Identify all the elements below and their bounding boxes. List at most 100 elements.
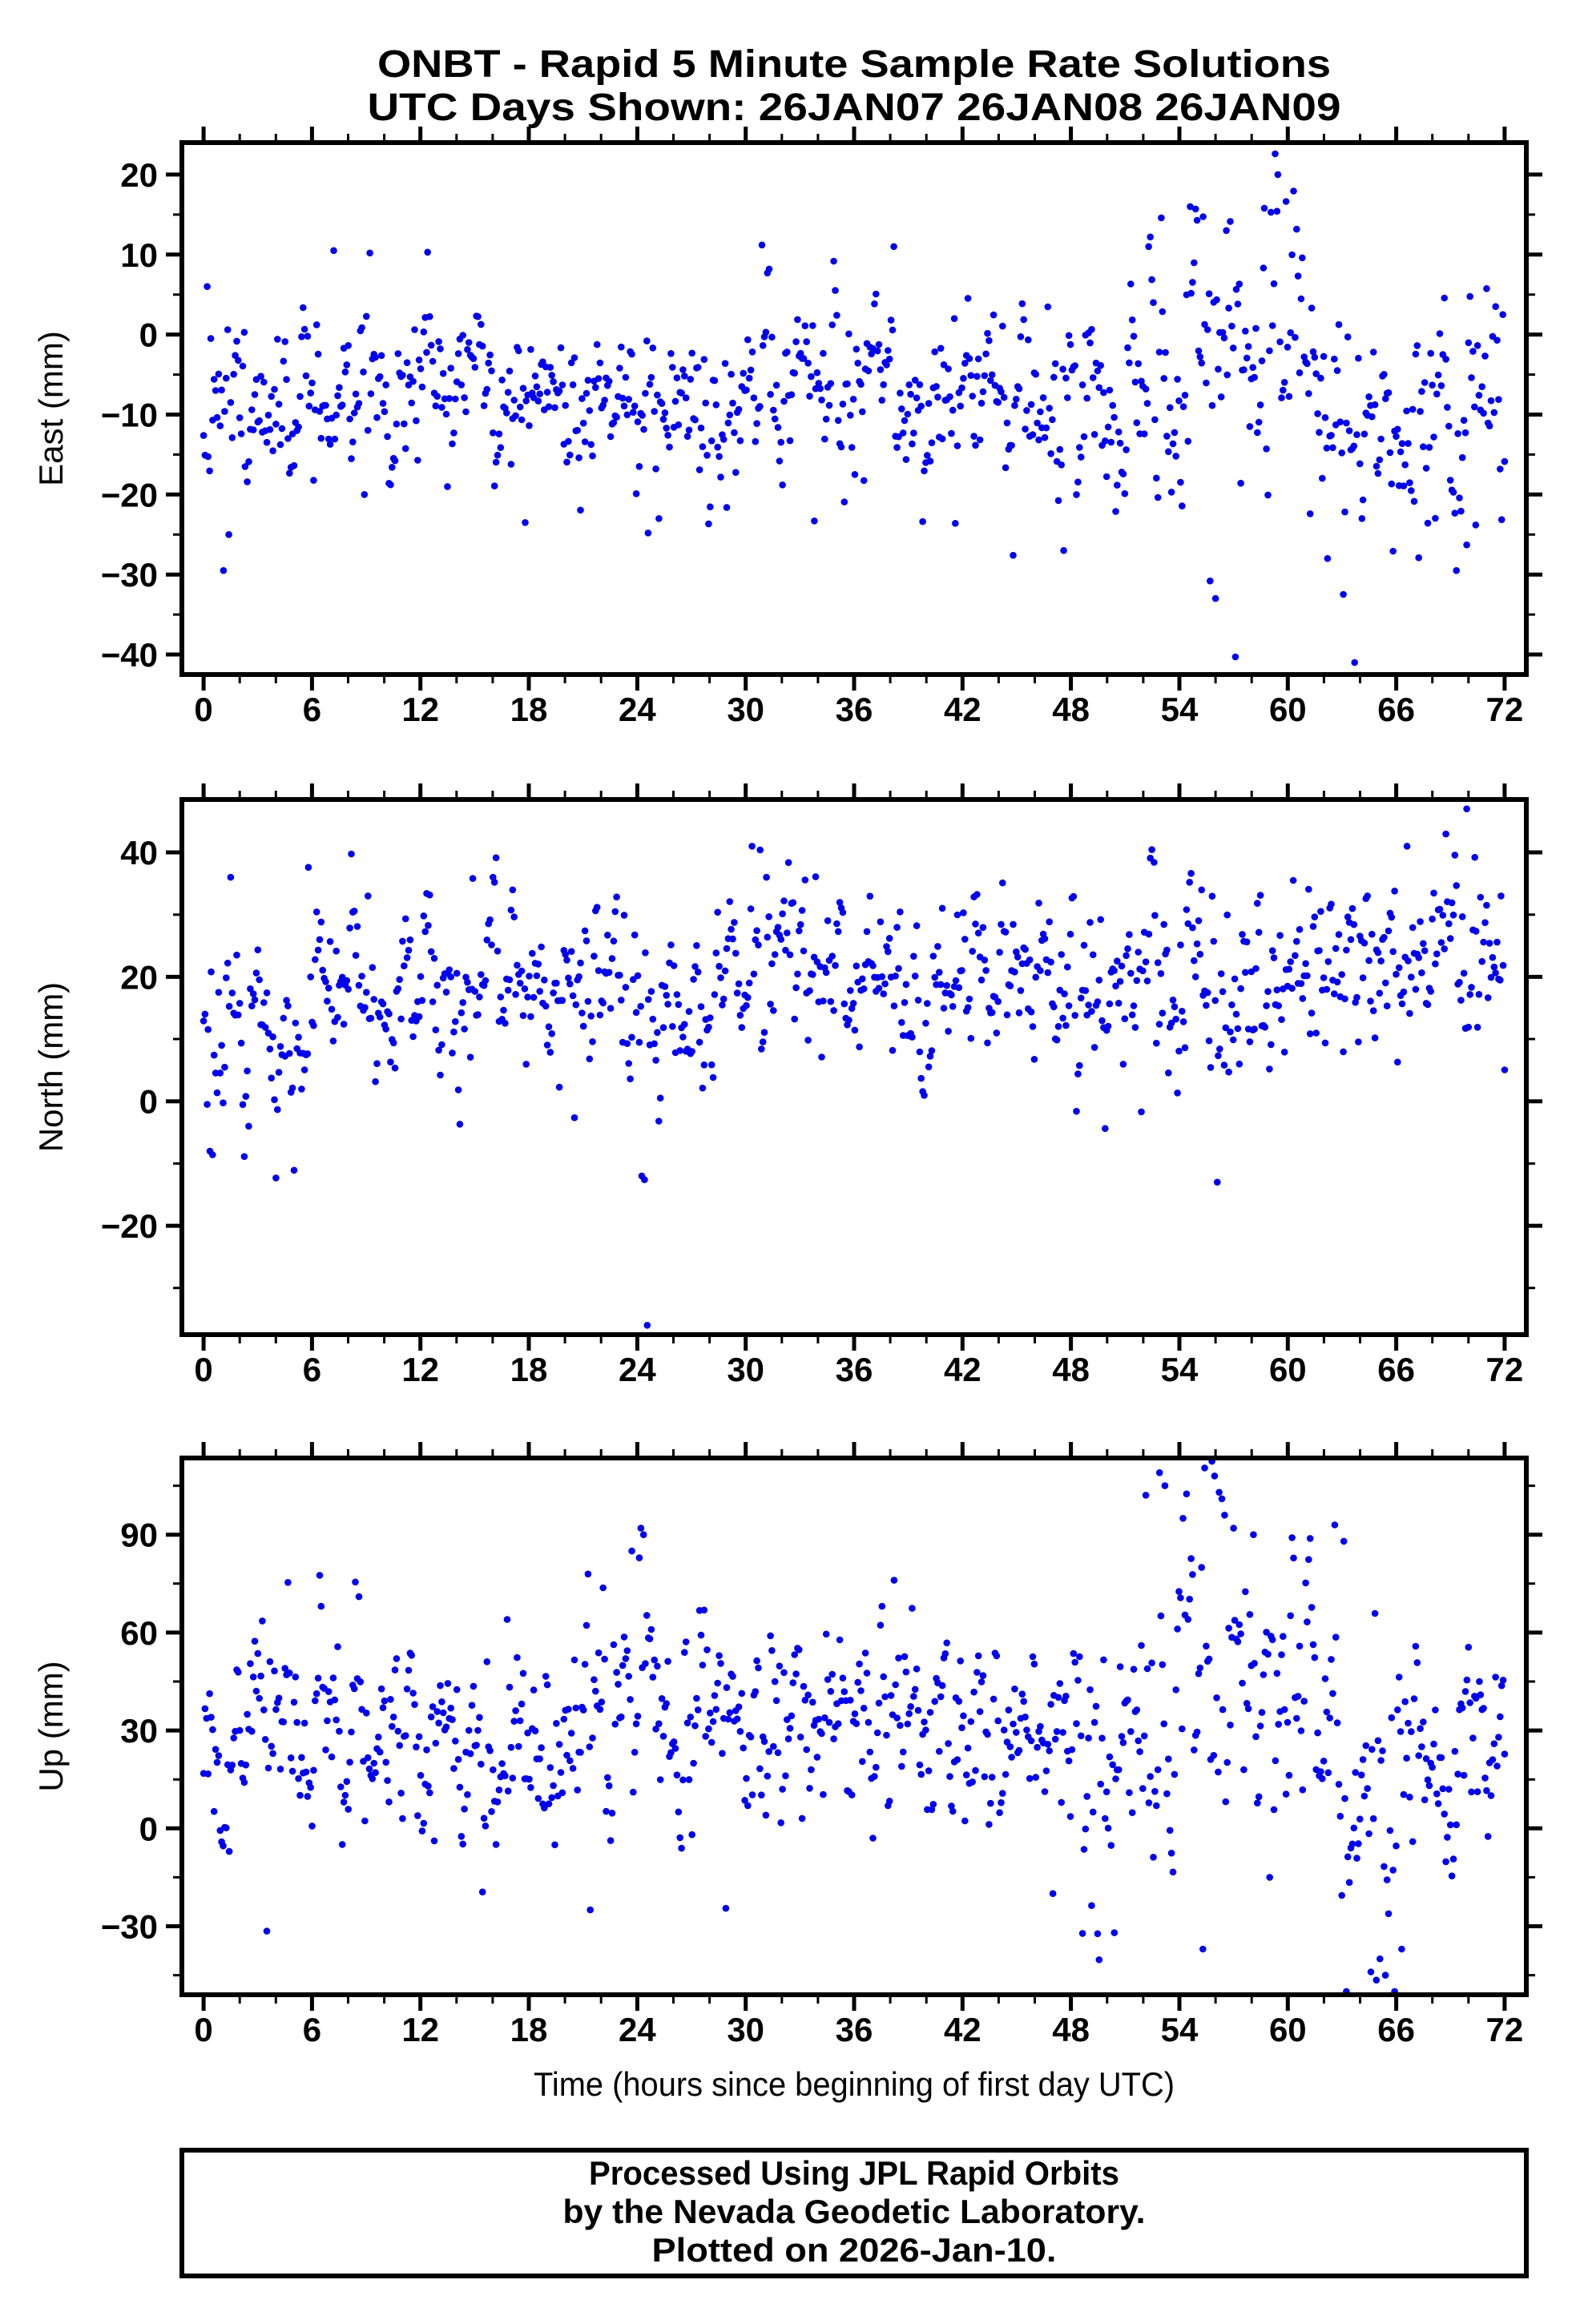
scatter-point [853, 1720, 861, 1727]
scatter-point [654, 1662, 661, 1670]
scatter-point [1077, 994, 1085, 1002]
scatter-point [1432, 960, 1439, 968]
scatter-point [235, 356, 242, 365]
scatter-point [248, 406, 256, 413]
scatter-point [459, 332, 466, 339]
scatter-point [685, 426, 693, 434]
scatter-point [577, 506, 584, 514]
scatter-point [1418, 969, 1425, 977]
scatter-point [271, 1667, 278, 1675]
scatter-point [453, 969, 461, 977]
scatter-point [904, 410, 912, 418]
scatter-point [316, 408, 324, 415]
scatter-point [235, 1011, 242, 1019]
scatter-point [355, 400, 363, 407]
scatter-point [676, 1834, 683, 1842]
scatter-point [1264, 491, 1272, 499]
scatter-point [771, 1678, 779, 1686]
scatter-point [1453, 882, 1460, 889]
scatter-point [1321, 414, 1329, 421]
scatter-point [1080, 941, 1088, 949]
scatter-point [611, 908, 619, 916]
scatter-point [767, 1632, 774, 1640]
scatter-point [1463, 1676, 1471, 1684]
scatter-point [372, 353, 379, 361]
scatter-point [1090, 1044, 1098, 1051]
scatter-point [1466, 991, 1473, 998]
x-tick-label: 18 [510, 2011, 548, 2048]
scatter-point [1312, 370, 1320, 377]
scatter-point [454, 1755, 462, 1763]
scatter-point [926, 457, 934, 465]
scatter-point [244, 1067, 251, 1075]
scatter-point [1083, 1793, 1090, 1800]
scatter-point [895, 1654, 902, 1661]
scatter-point [777, 936, 784, 943]
scatter-point [628, 1033, 635, 1041]
scatter-point [1469, 1734, 1477, 1742]
scatter-point [976, 436, 984, 444]
scatter-point [1246, 1038, 1254, 1045]
scatter-point [527, 1784, 534, 1791]
scatter-point [337, 1783, 345, 1790]
scatter-point [922, 1726, 929, 1734]
scatter-point [438, 1041, 445, 1049]
scatter-point [591, 953, 598, 960]
scatter-point [1095, 977, 1103, 984]
scatter-point [430, 1837, 438, 1845]
scatter-point [1008, 441, 1015, 449]
scatter-point [647, 373, 655, 381]
scatter-point [251, 1637, 259, 1645]
x-tick-label: 12 [401, 1351, 439, 1388]
scatter-point [1254, 900, 1261, 907]
scatter-point [1374, 469, 1382, 477]
scatter-point [1086, 339, 1094, 347]
scatter-point [447, 365, 454, 372]
scatter-point [572, 1704, 580, 1712]
scatter-point [729, 1673, 736, 1680]
scatter-point [1121, 1015, 1129, 1022]
scatter-point [1364, 1785, 1371, 1792]
scatter-point [312, 1690, 320, 1698]
scatter-point [1244, 343, 1252, 350]
scatter-point [735, 980, 743, 988]
scatter-point [1183, 906, 1191, 913]
scatter-point [512, 412, 519, 420]
scatter-point [646, 1635, 654, 1642]
scatter-point [427, 1713, 435, 1721]
scatter-point [744, 993, 752, 1001]
scatter-point [1477, 893, 1485, 901]
scatter-point [1054, 1694, 1062, 1702]
scatter-point [1080, 1846, 1088, 1853]
scatter-point [1445, 1786, 1453, 1793]
scatter-point [1292, 952, 1299, 960]
scatter-point [223, 974, 230, 981]
scatter-point [575, 973, 582, 981]
scatter-point [1260, 264, 1268, 272]
scatter-point [1395, 964, 1403, 972]
scatter-point [659, 416, 667, 423]
scatter-point [593, 904, 601, 911]
scatter-point [1191, 259, 1198, 267]
scatter-point [426, 891, 433, 899]
scatter-point [748, 1791, 756, 1798]
scatter-point [200, 432, 208, 439]
scatter-point [1360, 1792, 1368, 1800]
scatter-point [1035, 436, 1042, 444]
scatter-point [274, 1106, 281, 1114]
scatter-point [1225, 1068, 1232, 1076]
scatter-point [711, 991, 719, 998]
scatter-point [567, 359, 575, 367]
scatter-point [1018, 1690, 1026, 1698]
scatter-point [1266, 347, 1273, 355]
scatter-point [1022, 1714, 1029, 1721]
scatter-point [1436, 330, 1444, 337]
scatter-point [401, 915, 409, 923]
scatter-point [774, 424, 782, 431]
scatter-point [236, 414, 244, 421]
scatter-point [798, 907, 806, 914]
scatter-point [567, 1730, 575, 1737]
scatter-point [1471, 403, 1478, 411]
scatter-point [1109, 401, 1116, 409]
scatter-point [709, 1073, 717, 1081]
